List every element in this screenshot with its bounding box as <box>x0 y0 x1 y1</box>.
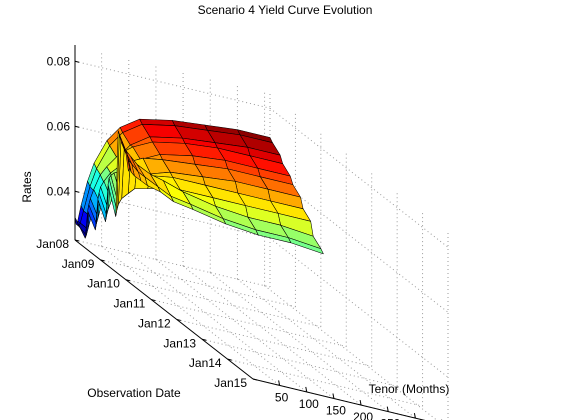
x-tick-mark <box>305 386 308 393</box>
y-tick-mark <box>202 338 207 341</box>
y-tick-label: Jan13 <box>163 336 196 350</box>
grid-line <box>202 338 398 387</box>
z-tick-mark <box>74 190 80 193</box>
grid-line <box>74 190 271 239</box>
x-axis-line <box>252 378 426 420</box>
chart-title: Scenario 4 Yield Curve Evolution <box>198 3 373 17</box>
x-tick-mark <box>278 380 281 386</box>
grid-line <box>269 107 449 248</box>
y-tick-label: Jan12 <box>138 316 171 330</box>
x-tick-mark <box>359 399 362 406</box>
y-tick-label: Jan09 <box>62 257 95 271</box>
y-tick-mark <box>252 378 258 381</box>
tick-labels: 0.04 0.06 0.08 Jan08 Jan09 Jan10 Jan11 Jan12 Jan… <box>36 54 400 420</box>
surface-face <box>125 152 130 172</box>
grid-line <box>237 278 416 419</box>
y-tick-mark <box>227 358 232 361</box>
x-tick-mark <box>413 413 416 419</box>
z-tick-label: 0.04 <box>47 184 71 198</box>
surface-faces <box>74 118 324 255</box>
x-axis-label: Tenor (Months) <box>369 382 450 396</box>
y-tick-mark <box>151 299 156 302</box>
x-tick-label: 150 <box>326 404 346 418</box>
x-tick-mark <box>332 393 335 399</box>
grid-line <box>74 239 271 288</box>
grid-line <box>227 358 423 407</box>
grid-line <box>209 272 389 412</box>
y-tick-label: Jan15 <box>214 376 247 390</box>
grid-line <box>101 246 280 386</box>
z-axis-label: Rates <box>20 171 34 202</box>
y-tick-label: Jan14 <box>189 356 222 370</box>
y-axis-label: Observation Date <box>87 386 181 400</box>
y-tick-label: Jan10 <box>87 277 120 291</box>
x-tick-label: 200 <box>353 410 373 420</box>
z-tick-mark <box>74 60 80 63</box>
grid-line <box>151 299 347 348</box>
grid-line <box>269 172 449 313</box>
grid-line <box>176 318 372 367</box>
x-tick-mark <box>386 406 389 412</box>
axis-lines <box>74 45 443 420</box>
grid-line <box>100 259 296 308</box>
grid-line <box>269 237 449 378</box>
y-tick-mark <box>125 279 130 282</box>
grid-line <box>182 265 362 406</box>
y-axis-line <box>74 239 254 380</box>
z-tick-label: 0.08 <box>47 54 71 68</box>
grid-line <box>74 60 271 109</box>
y-tick-label: Jan08 <box>36 237 69 251</box>
grid-line <box>155 259 335 399</box>
x-tick-label: 250 <box>380 417 400 420</box>
y-tick-mark <box>100 259 105 262</box>
grid-line <box>125 279 321 328</box>
z-tick-label: 0.06 <box>47 119 71 133</box>
z-tick-mark <box>74 125 80 128</box>
grid-line <box>264 285 438 420</box>
y-tick-label: Jan11 <box>113 297 145 311</box>
y-tick-mark <box>176 318 181 321</box>
grid-lines <box>74 51 449 420</box>
x-tick-label: 100 <box>299 397 319 411</box>
grid-line <box>128 252 308 393</box>
y-tick-mark <box>74 239 80 242</box>
x-tick-label: 50 <box>275 390 289 404</box>
